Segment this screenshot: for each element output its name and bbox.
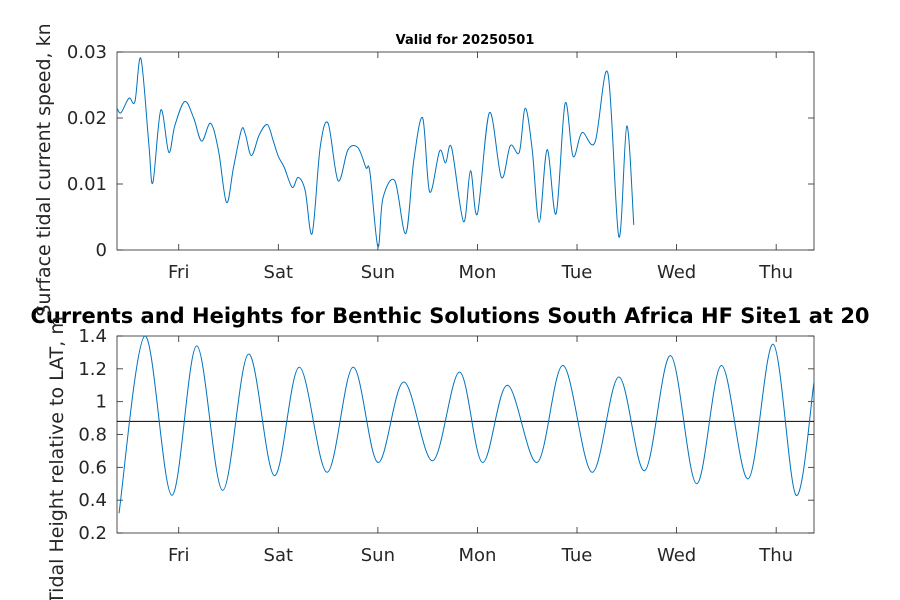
tidal-height-x-tick-label: Fri bbox=[168, 545, 189, 566]
tidal-height-x-tick-label: Sun bbox=[361, 545, 395, 566]
current-speed-x-tick-label: Thu bbox=[758, 262, 793, 283]
current-speed-x-tick-label: Wed bbox=[657, 262, 696, 283]
tidal-height-y-tick-label: 1.2 bbox=[78, 359, 107, 380]
current-speed-title: Valid for 20250501 bbox=[396, 33, 535, 48]
current-speed-plot-area bbox=[116, 51, 815, 251]
tidal-height-y-tick-label: 0.8 bbox=[78, 425, 107, 446]
current-speed-x-tick-label: Tue bbox=[561, 262, 593, 283]
tidal-height-x-tick-label: Sat bbox=[264, 545, 294, 566]
tidal-height-title: Currents and Heights for Benthic Solutio… bbox=[30, 304, 869, 328]
tidal-height-y-axis-label: Tidal Height relative to LAT, m bbox=[46, 316, 68, 600]
tidal-height-y-tick-label: 1.4 bbox=[78, 326, 107, 347]
current-speed-y-tick-label: 0.02 bbox=[67, 108, 107, 129]
tidal-height-y-tick-label: 0.4 bbox=[78, 490, 107, 511]
tidal-height-y-tick-label: 0.6 bbox=[78, 457, 107, 478]
current-speed-x-tick-label: Mon bbox=[458, 262, 496, 283]
tidal-height-x-ticks: Fri Sat Sun Mon Tue Wed Thu bbox=[168, 336, 793, 566]
current-speed-axes: 0 0.01 0.02 0.03 Fri Sat Sun Mon Tue Wed Thu Vali… bbox=[67, 33, 815, 283]
tidal-height-y-tick-label: 1 bbox=[96, 392, 107, 413]
tidal-height-x-tick-label: Wed bbox=[657, 545, 696, 566]
current-speed-series-line bbox=[116, 57, 635, 248]
current-speed-x-tick-label: Fri bbox=[168, 262, 189, 283]
current-speed-y-tick-label: 0.03 bbox=[67, 42, 107, 63]
current-speed-y-ticks: 0 0.01 0.02 0.03 bbox=[67, 42, 814, 261]
tidal-height-axes: 0.2 0.4 0.6 0.8 1 1.2 1.4 Fri Sat Sun Mon Tue Wed Th… bbox=[78, 326, 815, 566]
tidal-height-x-tick-label: Tue bbox=[561, 545, 593, 566]
tidal-height-x-tick-label: Thu bbox=[758, 545, 793, 566]
current-speed-x-ticks: Fri Sat Sun Mon Tue Wed Thu bbox=[168, 52, 793, 283]
tidal-height-y-tick-label: 0.2 bbox=[78, 523, 107, 544]
current-speed-y-tick-label: 0.01 bbox=[67, 174, 107, 195]
tidal-height-y-ticks: 0.2 0.4 0.6 0.8 1 1.2 1.4 bbox=[78, 326, 814, 544]
current-speed-y-tick-label: 0 bbox=[96, 240, 107, 261]
current-speed-x-tick-label: Sun bbox=[361, 262, 395, 283]
tidal-height-plot-area bbox=[116, 335, 815, 534]
tidal-height-x-tick-label: Mon bbox=[458, 545, 496, 566]
current-speed-y-axis-label: Surface tidal current speed, kn bbox=[33, 23, 55, 316]
current-speed-x-tick-label: Sat bbox=[264, 262, 294, 283]
tidal-height-series-line bbox=[118, 335, 815, 514]
